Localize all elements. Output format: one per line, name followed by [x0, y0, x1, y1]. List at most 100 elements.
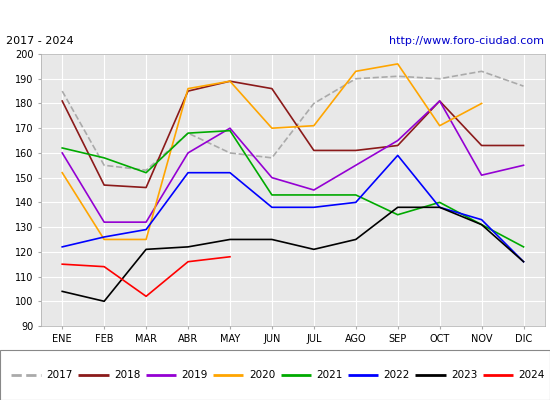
- 2018: [268, 86, 275, 91]
- 2021: [101, 156, 107, 160]
- 2022: [436, 205, 443, 210]
- Text: 2023: 2023: [451, 370, 477, 380]
- Text: 2020: 2020: [249, 370, 275, 380]
- 2023: [185, 244, 191, 249]
- 2022: [143, 227, 150, 232]
- Line: 2019: 2019: [62, 101, 524, 222]
- 2020: [185, 86, 191, 91]
- 2021: [268, 192, 275, 197]
- 2017: [394, 74, 401, 79]
- 2019: [478, 173, 485, 178]
- 2019: [311, 188, 317, 192]
- Text: 2017: 2017: [47, 370, 73, 380]
- 2023: [478, 222, 485, 227]
- 2023: [436, 205, 443, 210]
- 2020: [268, 126, 275, 130]
- 2022: [353, 200, 359, 205]
- 2020: [101, 237, 107, 242]
- 2019: [101, 220, 107, 224]
- 2022: [520, 259, 527, 264]
- 2023: [311, 247, 317, 252]
- Text: http://www.foro-ciudad.com: http://www.foro-ciudad.com: [389, 36, 544, 46]
- 2018: [59, 98, 65, 103]
- Text: 2017 - 2024: 2017 - 2024: [6, 36, 73, 46]
- 2021: [227, 128, 233, 133]
- 2023: [143, 247, 150, 252]
- 2017: [311, 101, 317, 106]
- 2021: [143, 170, 150, 175]
- 2018: [394, 143, 401, 148]
- 2019: [520, 163, 527, 168]
- 2017: [227, 150, 233, 155]
- Line: 2022: 2022: [62, 155, 524, 262]
- 2019: [227, 126, 233, 130]
- 2017: [353, 76, 359, 81]
- 2024: [185, 259, 191, 264]
- 2018: [143, 185, 150, 190]
- 2017: [478, 69, 485, 74]
- 2021: [520, 244, 527, 249]
- 2018: [478, 143, 485, 148]
- 2022: [227, 170, 233, 175]
- 2018: [227, 79, 233, 84]
- 2019: [143, 220, 150, 224]
- 2021: [59, 146, 65, 150]
- Text: Evolucion del paro registrado en Galaroza: Evolucion del paro registrado en Galaroz…: [114, 8, 436, 22]
- 2018: [353, 148, 359, 153]
- Text: 2019: 2019: [182, 370, 208, 380]
- 2021: [353, 192, 359, 197]
- Line: 2024: 2024: [62, 257, 230, 296]
- Text: 2024: 2024: [518, 370, 544, 380]
- 2019: [394, 138, 401, 143]
- Text: 2021: 2021: [316, 370, 343, 380]
- Text: 2022: 2022: [384, 370, 410, 380]
- 2024: [227, 254, 233, 259]
- 2019: [436, 98, 443, 103]
- 2017: [101, 163, 107, 168]
- 2023: [59, 289, 65, 294]
- 2022: [394, 153, 401, 158]
- 2023: [394, 205, 401, 210]
- Line: 2020: 2020: [62, 64, 482, 240]
- 2021: [478, 222, 485, 227]
- 2023: [227, 237, 233, 242]
- 2022: [478, 217, 485, 222]
- 2018: [436, 98, 443, 103]
- 2021: [185, 131, 191, 136]
- Line: 2023: 2023: [62, 207, 524, 301]
- 2023: [520, 259, 527, 264]
- 2017: [436, 76, 443, 81]
- Line: 2017: 2017: [62, 71, 524, 170]
- 2023: [268, 237, 275, 242]
- 2022: [59, 244, 65, 249]
- 2020: [394, 62, 401, 66]
- 2020: [478, 101, 485, 106]
- 2021: [394, 212, 401, 217]
- 2017: [143, 168, 150, 173]
- 2018: [311, 148, 317, 153]
- 2019: [59, 150, 65, 155]
- 2020: [353, 69, 359, 74]
- 2023: [101, 299, 107, 304]
- 2022: [311, 205, 317, 210]
- 2022: [268, 205, 275, 210]
- 2020: [59, 170, 65, 175]
- 2020: [311, 123, 317, 128]
- 2020: [227, 79, 233, 84]
- Text: 2018: 2018: [114, 370, 140, 380]
- 2018: [185, 89, 191, 94]
- 2024: [101, 264, 107, 269]
- Line: 2021: 2021: [62, 131, 524, 247]
- 2017: [185, 131, 191, 136]
- 2018: [520, 143, 527, 148]
- 2021: [311, 192, 317, 197]
- 2019: [268, 175, 275, 180]
- 2019: [185, 150, 191, 155]
- 2020: [143, 237, 150, 242]
- 2017: [59, 89, 65, 94]
- 2022: [185, 170, 191, 175]
- 2024: [143, 294, 150, 299]
- 2022: [101, 234, 107, 239]
- 2020: [436, 123, 443, 128]
- 2017: [268, 156, 275, 160]
